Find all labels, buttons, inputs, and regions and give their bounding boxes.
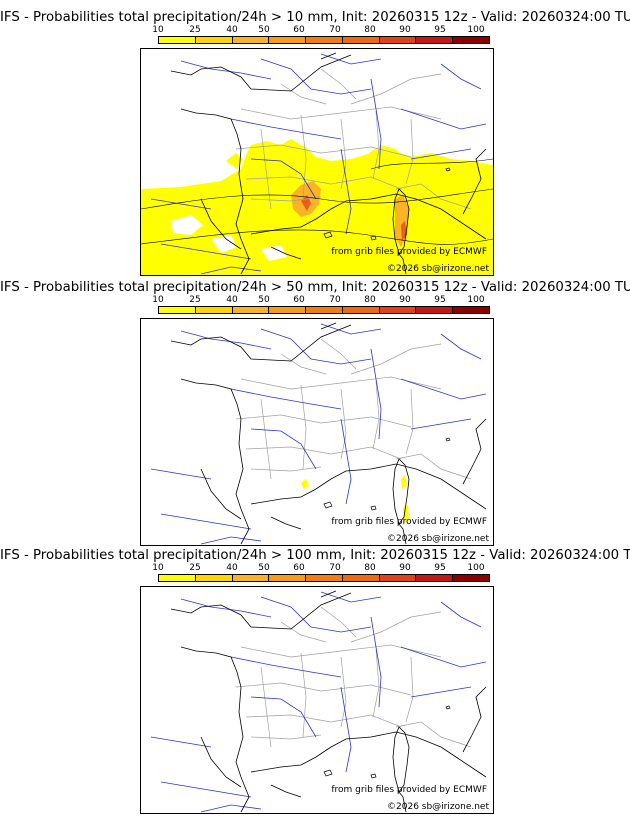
legend-colorbar [158, 306, 490, 314]
legend-tick: 60 [293, 563, 305, 573]
legend-tick: 10 [152, 25, 164, 35]
legend-swatch [453, 307, 490, 313]
panel-100mm: IFS - Probabilities total precipitation/… [0, 538, 630, 814]
no-precip-area [211, 235, 237, 253]
legend-labels: 10 25 40 50 60 70 80 90 95 100 [152, 563, 490, 573]
color-legend: 10 25 40 50 60 70 80 90 95 100 [152, 25, 490, 46]
legend-tick: 60 [293, 25, 305, 35]
color-legend: 10 25 40 50 60 70 80 90 95 100 [152, 295, 490, 316]
legend-tick: 25 [189, 295, 201, 305]
precip-area-low-corsica-south [403, 505, 409, 523]
legend-swatch [306, 37, 343, 43]
copyright-credit: ©2026 sb@irizone.net [387, 534, 489, 544]
panel-title: IFS - Probabilities total precipitation/… [0, 548, 630, 563]
legend-swatch [306, 307, 343, 313]
panel-10mm: IFS - Probabilities total precipitation/… [0, 0, 630, 276]
legend-tick: 10 [152, 295, 164, 305]
precip-area-low-corsica [401, 475, 407, 489]
legend-swatch [416, 307, 454, 313]
legend-tick: 70 [329, 563, 341, 573]
legend-swatch [269, 307, 307, 313]
legend-tick: 95 [434, 563, 446, 573]
legend-tick: 95 [434, 25, 446, 35]
legend-tick: 25 [189, 563, 201, 573]
legend-tick: 40 [226, 563, 238, 573]
legend-swatch [159, 575, 196, 581]
map-area: from grib files provided by ECMWF ©2026 … [140, 48, 494, 276]
legend-swatch [269, 37, 307, 43]
data-source-credit: from grib files provided by ECMWF [331, 517, 487, 527]
legend-labels: 10 25 40 50 60 70 80 90 95 100 [152, 295, 490, 305]
legend-tick: 50 [258, 295, 270, 305]
legend-swatch [195, 307, 233, 313]
legend-swatch [159, 307, 196, 313]
basemap [150, 590, 487, 813]
legend-tick: 100 [467, 563, 485, 573]
legend-tick: 90 [399, 563, 411, 573]
legend-tick: 100 [467, 25, 485, 35]
legend-swatch [342, 307, 380, 313]
legend-tick: 100 [467, 295, 485, 305]
legend-tick: 70 [329, 25, 341, 35]
no-precip-area [261, 245, 287, 261]
panel-title: IFS - Probabilities total precipitation/… [0, 280, 630, 295]
legend-swatch [232, 575, 270, 581]
legend-tick: 80 [364, 563, 376, 573]
legend-swatch [306, 575, 343, 581]
legend-swatch [269, 575, 307, 581]
legend-swatch [195, 37, 233, 43]
basemap [150, 322, 487, 545]
legend-swatch [416, 37, 454, 43]
legend-swatch [416, 575, 454, 581]
legend-swatch [379, 575, 417, 581]
legend-swatch [342, 575, 380, 581]
precip-area-low-alps [369, 145, 401, 161]
legend-tick: 80 [364, 295, 376, 305]
legend-tick: 80 [364, 25, 376, 35]
legend-labels: 10 25 40 50 60 70 80 90 95 100 [152, 25, 490, 35]
map-area: from grib files provided by ECMWF ©2026 … [140, 586, 494, 814]
legend-swatch [379, 307, 417, 313]
legend-tick: 90 [399, 295, 411, 305]
legend-swatch [195, 575, 233, 581]
data-source-credit: from grib files provided by ECMWF [331, 785, 487, 795]
map-canvas [150, 322, 487, 545]
map-area: from grib files provided by ECMWF ©2026 … [140, 318, 494, 546]
legend-swatch [232, 37, 270, 43]
map-canvas [150, 590, 487, 813]
legend-tick: 50 [258, 25, 270, 35]
data-source-credit: from grib files provided by ECMWF [331, 247, 487, 257]
legend-swatch [453, 37, 490, 43]
panel-50mm: IFS - Probabilities total precipitation/… [0, 270, 630, 546]
legend-tick: 70 [329, 295, 341, 305]
legend-tick: 50 [258, 563, 270, 573]
precip-field [301, 475, 409, 523]
legend-tick: 90 [399, 25, 411, 35]
legend-tick: 40 [226, 295, 238, 305]
precip-blob-west [226, 153, 243, 169]
legend-swatch [379, 37, 417, 43]
legend-colorbar [158, 36, 490, 44]
legend-swatch [453, 575, 490, 581]
color-legend: 10 25 40 50 60 70 80 90 95 100 [152, 563, 490, 584]
legend-tick: 60 [293, 295, 305, 305]
legend-swatch [159, 37, 196, 43]
copyright-credit: ©2026 sb@irizone.net [387, 802, 489, 812]
copyright-credit: ©2026 sb@irizone.net [387, 264, 489, 274]
legend-swatch [342, 37, 380, 43]
precip-area-low [301, 479, 309, 489]
legend-tick: 10 [152, 563, 164, 573]
legend-tick: 40 [226, 25, 238, 35]
legend-colorbar [158, 574, 490, 582]
map-canvas [141, 52, 493, 275]
precip-area-low-north [246, 139, 306, 155]
no-precip-area [171, 215, 203, 235]
legend-tick: 95 [434, 295, 446, 305]
legend-tick: 25 [189, 25, 201, 35]
panel-title: IFS - Probabilities total precipitation/… [0, 10, 630, 25]
contours [141, 158, 493, 245]
legend-swatch [232, 307, 270, 313]
